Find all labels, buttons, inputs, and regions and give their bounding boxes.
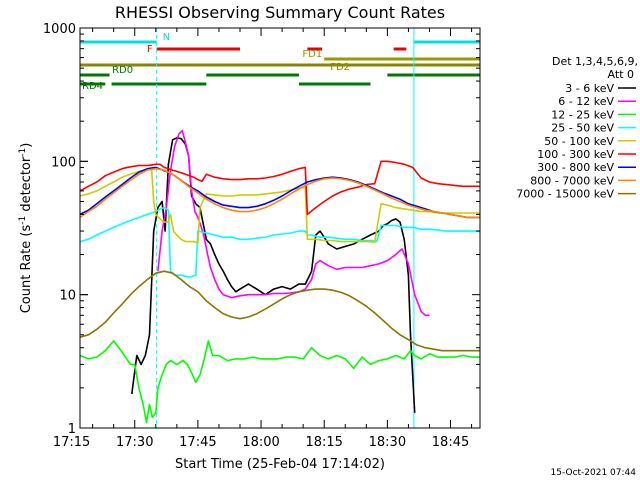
plot-frame bbox=[79, 27, 481, 429]
legend-header: Att 0 bbox=[608, 68, 634, 81]
legend-entry-label: 3 - 6 keV bbox=[565, 82, 614, 95]
legend-entry-label: 300 - 800 keV bbox=[537, 161, 614, 174]
timestamp: 15-Oct-2021 07:44 bbox=[551, 468, 637, 478]
series-line bbox=[79, 270, 480, 352]
flag-bar-label: F bbox=[147, 44, 153, 55]
legend-entry-label: 100 - 300 keV bbox=[537, 148, 614, 161]
series-lines bbox=[79, 129, 480, 424]
x-axis: 17:15 17:30 17:45 18:00 18:15 18:30 18:45 bbox=[53, 28, 473, 450]
series-line bbox=[79, 166, 480, 219]
x-tick-label: 17:45 bbox=[179, 435, 216, 450]
series-line bbox=[79, 160, 480, 216]
series-line bbox=[79, 167, 480, 244]
flag-bar-label: RD4 bbox=[82, 81, 103, 92]
y-tick-label: 1000 bbox=[43, 22, 76, 37]
legend-entry-label: 800 - 7000 keV bbox=[530, 174, 614, 187]
legend-entry-label: 50 - 100 keV bbox=[544, 135, 614, 148]
x-tick-label: 18:00 bbox=[242, 435, 279, 450]
legend-header: Det 1,3,4,5,6,9, bbox=[552, 55, 638, 68]
y-tick-label: 1 bbox=[68, 422, 76, 437]
x-axis-label: Start Time (25-Feb-04 17:14:02) bbox=[175, 457, 385, 472]
legend-entry-label: 25 - 50 keV bbox=[551, 122, 614, 135]
x-tick-label: 18:15 bbox=[305, 435, 342, 450]
x-tick-label: 17:15 bbox=[53, 435, 90, 450]
x-tick-label: 18:30 bbox=[369, 435, 406, 450]
series-line bbox=[79, 340, 480, 424]
vertical-markers bbox=[79, 28, 481, 428]
legend-entry-label: 6 - 12 keV bbox=[558, 95, 614, 108]
y-tick-label: 100 bbox=[51, 155, 76, 170]
flag-bar-label: FD1 bbox=[302, 49, 322, 60]
flag-bars: NF FD1 FD2 RD0 RD4 bbox=[80, 32, 480, 92]
series-line bbox=[79, 167, 480, 219]
flag-bar-label: N bbox=[163, 32, 170, 43]
y-tick-label: 10 bbox=[59, 289, 76, 304]
y-axis: 1 10 100 1000 bbox=[43, 22, 480, 437]
chart-title: RHESSI Observing Summary Count Rates bbox=[115, 3, 445, 22]
legend-entry-label: 7000 - 15000 keV bbox=[516, 188, 614, 201]
y-axis-label: Count Rate (s-1 detector-1) bbox=[18, 143, 34, 314]
flag-bar-label: FD2 bbox=[330, 62, 350, 73]
series-line bbox=[157, 129, 430, 317]
legend-entry-label: 12 - 25 keV bbox=[551, 108, 614, 121]
flag-bar-label: RD0 bbox=[112, 65, 133, 76]
x-tick-label: 18:45 bbox=[432, 435, 469, 450]
series-line bbox=[131, 137, 416, 413]
x-tick-label: 17:30 bbox=[116, 435, 153, 450]
series-line bbox=[79, 206, 480, 279]
